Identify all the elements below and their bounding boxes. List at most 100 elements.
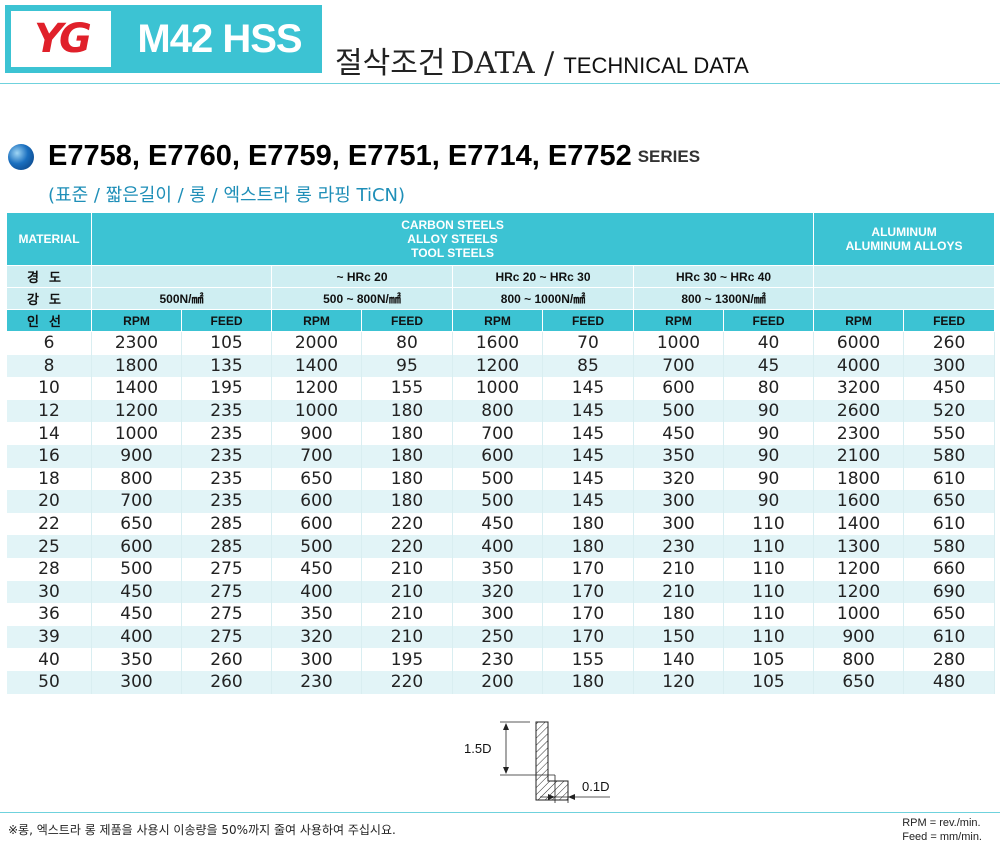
rpm-header: RPM [452, 309, 543, 332]
rpm-cell: 800 [452, 399, 543, 423]
diameter-cell: 28 [6, 557, 92, 581]
rpm-cell: 300 [452, 603, 543, 626]
feed-header: FEED [361, 309, 453, 332]
rpm-cell: 1000 [633, 331, 724, 355]
strength-label: 강도 [6, 287, 92, 310]
rpm-cell: 800 [91, 467, 182, 491]
feed-cell: 90 [722, 490, 815, 513]
hardness-cell-aluminum [813, 265, 996, 288]
feed-cell: 105 [181, 331, 272, 355]
rpm-cell: 700 [633, 354, 724, 378]
rpm-cell: 300 [633, 512, 724, 536]
feed-cell: 90 [722, 444, 815, 468]
feed-cell: 45 [722, 354, 815, 378]
rpm-cell: 1200 [91, 399, 182, 423]
rpm-cell: 230 [271, 670, 362, 694]
rpm-header: RPM [633, 309, 724, 332]
feed-cell: 285 [181, 512, 272, 536]
diameter-cell: 14 [6, 422, 92, 445]
feed-cell: 80 [722, 377, 815, 400]
feed-cell: 145 [542, 444, 634, 468]
rpm-cell: 300 [271, 648, 362, 671]
feed-cell: 180 [542, 670, 634, 694]
feed-cell: 210 [361, 625, 453, 649]
feed-cell: 235 [181, 422, 272, 445]
rpm-cell: 230 [452, 648, 543, 671]
table-row: 8 1800 135 1400 95 1200 85 700 45 4000 300 [6, 354, 996, 378]
hardness-cell: HRc 30 ~ HRc 40 [632, 265, 815, 288]
feed-cell: 260 [181, 648, 272, 671]
diameter-cell: 12 [6, 399, 92, 423]
diameter-cell: 6 [6, 331, 92, 355]
width-dimension [540, 775, 610, 803]
title-english: TECHNICAL DATA [563, 53, 749, 78]
rpm-cell: 650 [91, 512, 182, 536]
brand-title: M42 HSS [137, 16, 302, 61]
brand-banner: M42 HSS [117, 5, 322, 73]
footnote: ※롱, 엑스트라 롱 제품을 사용시 이송량을 50%까지 줄여 사용하여 주십… [8, 823, 396, 837]
cutting-data-table: MATERIAL CARBON STEELS ALLOY STEELS TOOL… [6, 212, 996, 694]
rpm-cell: 250 [452, 625, 543, 649]
feed-cell: 145 [542, 467, 634, 491]
rpm-cell: 1300 [813, 535, 905, 558]
rpm-cell: 500 [91, 557, 182, 581]
diameter-cell: 8 [6, 354, 92, 378]
diameter-label: 인선 [6, 309, 92, 332]
feed-cell: 145 [542, 377, 634, 400]
feed-cell: 105 [722, 648, 815, 671]
rpm-cell: 500 [452, 490, 543, 513]
rpm-cell: 140 [633, 648, 724, 671]
feed-cell: 195 [181, 377, 272, 400]
feed-header: FEED [903, 309, 996, 332]
rpm-cell: 900 [271, 422, 362, 445]
feed-cell: 110 [722, 535, 815, 558]
feed-cell: 180 [542, 535, 634, 558]
feed-cell: 135 [181, 354, 272, 378]
aluminum-header: ALUMINUM ALUMINUM ALLOYS [813, 212, 996, 266]
strength-cell: 800 ~ 1000N/㎟ [452, 287, 634, 310]
feed-cell: 235 [181, 467, 272, 491]
feed-cell: 275 [181, 580, 272, 604]
rpm-cell: 800 [813, 648, 905, 671]
feed-header: FEED [181, 309, 272, 332]
rpm-cell: 600 [271, 490, 362, 513]
depth-label: 1.5D [464, 741, 491, 756]
rpm-cell: 600 [91, 535, 182, 558]
rpm-cell: 320 [633, 467, 724, 491]
rpm-cell: 1400 [91, 377, 182, 400]
feed-cell: 285 [181, 535, 272, 558]
rpm-cell: 400 [271, 580, 362, 604]
series-suffix: SERIES [637, 146, 701, 166]
document-title: 절삭조건 DATA / TECHNICAL DATA [335, 38, 749, 82]
feed-cell: 95 [361, 354, 453, 378]
rpm-cell: 210 [633, 557, 724, 581]
yg-logo: YG [5, 5, 117, 73]
diameter-cell: 22 [6, 512, 92, 536]
rpm-cell: 210 [633, 580, 724, 604]
feed-cell: 220 [361, 535, 453, 558]
steels-header: CARBON STEELS ALLOY STEELS TOOL STEELS [90, 212, 815, 266]
rpm-cell: 600 [452, 444, 543, 468]
rpm-header: RPM [271, 309, 362, 332]
feed-cell: 170 [542, 603, 634, 626]
rpm-cell: 400 [452, 535, 543, 558]
rpm-cell: 1800 [813, 467, 905, 491]
feed-cell: 110 [722, 625, 815, 649]
feed-cell: 180 [361, 490, 453, 513]
feed-cell: 85 [542, 354, 634, 378]
feed-cell: 110 [722, 580, 815, 604]
rpm-cell: 450 [91, 603, 182, 626]
rpm-cell: 1200 [813, 557, 905, 581]
feed-cell: 180 [361, 422, 453, 445]
rpm-cell: 450 [91, 580, 182, 604]
strength-cell-aluminum [813, 287, 996, 310]
workpiece-hatch-shape [535, 721, 569, 801]
table-row: 22 650 285 600 220 450 180 300 110 1400 610 [6, 512, 996, 536]
rpm-cell: 700 [91, 490, 182, 513]
feed-cell: 450 [903, 377, 996, 400]
rpm-cell: 350 [91, 648, 182, 671]
rpm-cell: 320 [271, 625, 362, 649]
feed-cell: 275 [181, 625, 272, 649]
diameter-cell: 50 [6, 670, 92, 694]
table-row: 50 300 260 230 220 200 180 120 105 650 480 [6, 670, 996, 694]
